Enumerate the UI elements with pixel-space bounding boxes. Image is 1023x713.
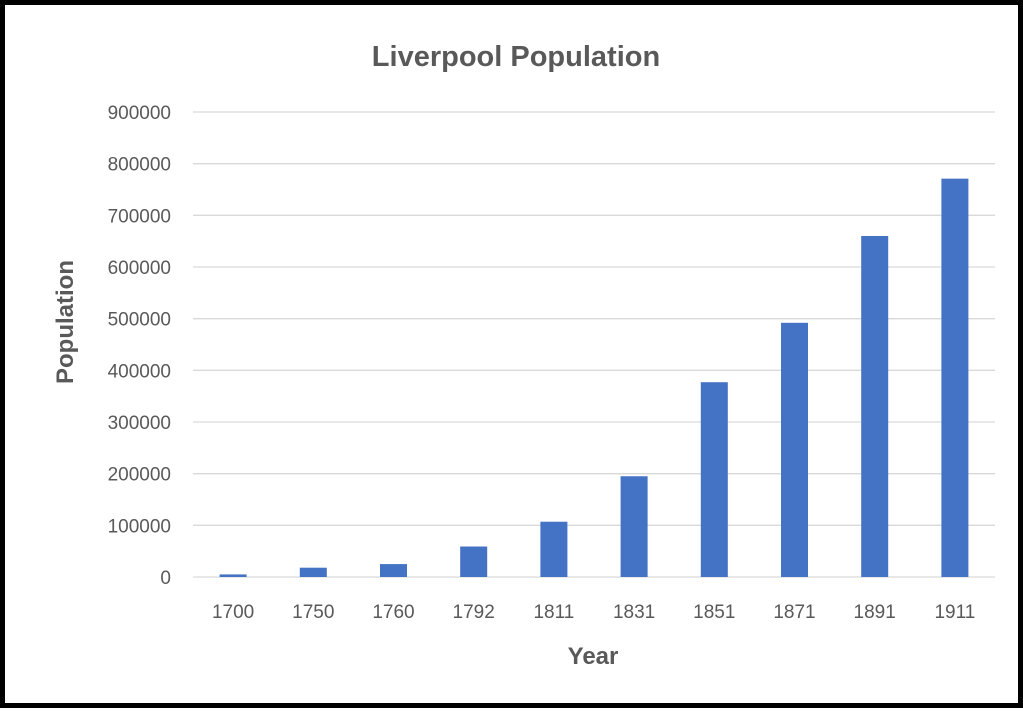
x-tick-label: 1700 — [212, 602, 254, 623]
x-tick-label: 1760 — [372, 602, 414, 623]
y-tick-label: 800000 — [108, 155, 171, 176]
bar — [380, 564, 407, 577]
gridlines — [193, 111, 995, 578]
bar — [861, 236, 889, 577]
x-tick-label: 1871 — [773, 602, 815, 623]
x-tick-label: 1750 — [292, 602, 334, 623]
y-tick-label: 200000 — [108, 465, 171, 486]
x-tick-label: 1851 — [693, 602, 735, 623]
bar — [299, 567, 327, 577]
chart-title: Liverpool Population — [372, 41, 660, 73]
y-tick-label: 600000 — [108, 258, 171, 279]
y-tick-label: 100000 — [108, 516, 171, 537]
bars — [219, 178, 969, 577]
y-tick-label: 0 — [160, 568, 171, 589]
x-axis-title: Year — [568, 643, 619, 670]
y-tick-label: 700000 — [108, 206, 171, 227]
x-axis-ticks: 1700 1750 1760 1792 1811 1831 1851 1871 1891 1911 — [212, 602, 975, 623]
y-axis-ticks: 0 100000 200000 300000 400000 500000 600000 700… — [108, 103, 171, 589]
bar — [219, 574, 247, 577]
x-tick-label: 1911 — [934, 602, 975, 623]
x-tick-label: 1831 — [613, 602, 655, 623]
y-tick-label: 900000 — [108, 103, 171, 124]
bar — [620, 476, 648, 577]
bar — [781, 322, 808, 577]
y-tick-label: 500000 — [108, 310, 171, 331]
bar — [700, 382, 728, 577]
y-tick-label: 300000 — [108, 413, 171, 434]
bar — [460, 546, 488, 577]
bar — [540, 521, 568, 577]
x-tick-label: 1891 — [854, 602, 896, 623]
bar-chart: Liverpool Population 0 100000 200000 300000… — [52, 41, 995, 670]
y-tick-label: 400000 — [108, 361, 171, 382]
bar — [941, 178, 969, 577]
x-tick-label: 1811 — [533, 602, 574, 623]
y-axis-title: Population — [52, 260, 79, 384]
x-tick-label: 1792 — [453, 602, 495, 623]
